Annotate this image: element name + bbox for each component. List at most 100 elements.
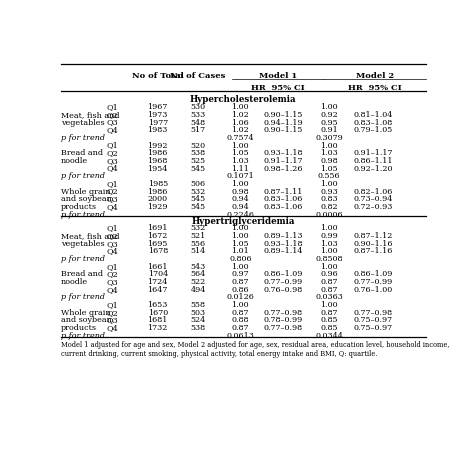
- Text: Bread and: Bread and: [61, 150, 103, 157]
- Text: 1672: 1672: [147, 232, 168, 240]
- Text: 538: 538: [191, 150, 206, 157]
- Text: 0.98: 0.98: [320, 157, 338, 165]
- Text: 0.92–1.20: 0.92–1.20: [353, 165, 392, 173]
- Text: Q3: Q3: [107, 240, 118, 248]
- Text: 0.94: 0.94: [231, 195, 249, 203]
- Text: 1.06: 1.06: [231, 119, 249, 127]
- Text: 1.00: 1.00: [320, 180, 338, 188]
- Text: Q2: Q2: [107, 150, 118, 157]
- Text: 0.78–0.99: 0.78–0.99: [263, 316, 302, 325]
- Text: 0.98–1.26: 0.98–1.26: [263, 165, 302, 173]
- Text: 0.82: 0.82: [320, 203, 338, 211]
- Text: Bread and: Bread and: [61, 270, 103, 278]
- Text: 0.98: 0.98: [231, 188, 249, 196]
- Text: Q1: Q1: [107, 142, 118, 150]
- Text: 1.00: 1.00: [231, 225, 249, 232]
- Text: 503: 503: [191, 309, 206, 317]
- Text: 0.89–1.13: 0.89–1.13: [263, 232, 302, 240]
- Text: products: products: [61, 324, 97, 332]
- Text: 1.00: 1.00: [320, 263, 338, 271]
- Text: 1968: 1968: [147, 157, 168, 165]
- Text: 0.0344: 0.0344: [315, 332, 343, 340]
- Text: 1.00: 1.00: [320, 103, 338, 111]
- Text: 0.7574: 0.7574: [227, 134, 254, 142]
- Text: Q3: Q3: [107, 157, 118, 165]
- Text: 0.87: 0.87: [232, 309, 249, 317]
- Text: noodle: noodle: [61, 278, 88, 286]
- Text: 1.01: 1.01: [231, 247, 249, 256]
- Text: 558: 558: [191, 301, 206, 309]
- Text: p for trend: p for trend: [61, 332, 105, 340]
- Text: 0.94–1.19: 0.94–1.19: [263, 119, 303, 127]
- Text: 0.88: 0.88: [232, 316, 249, 325]
- Text: Meat, fish and: Meat, fish and: [61, 232, 119, 240]
- Text: 0.77–0.99: 0.77–0.99: [353, 278, 392, 286]
- Text: 1.00: 1.00: [320, 142, 338, 150]
- Text: Q1: Q1: [107, 225, 118, 232]
- Text: No of Cases: No of Cases: [171, 72, 226, 80]
- Text: 0.0006: 0.0006: [315, 211, 343, 219]
- Text: 545: 545: [191, 195, 206, 203]
- Text: 0.89–1.14: 0.89–1.14: [263, 247, 302, 256]
- Text: 1929: 1929: [147, 203, 168, 211]
- Text: p for trend: p for trend: [61, 211, 105, 219]
- Text: Q3: Q3: [107, 119, 118, 127]
- Text: 0.93–1.18: 0.93–1.18: [263, 240, 302, 248]
- Text: 0.87–1.11: 0.87–1.11: [263, 188, 302, 196]
- Text: 530: 530: [191, 103, 206, 111]
- Text: Model 1: Model 1: [259, 72, 297, 80]
- Text: 0.91–1.17: 0.91–1.17: [263, 157, 302, 165]
- Text: 0.85: 0.85: [320, 324, 338, 332]
- Text: 1681: 1681: [147, 316, 168, 325]
- Text: 0.76–0.98: 0.76–0.98: [263, 286, 302, 294]
- Text: 0.81–1.04: 0.81–1.04: [353, 111, 392, 119]
- Text: 1704: 1704: [147, 270, 168, 278]
- Text: 0.86–1.09: 0.86–1.09: [263, 270, 302, 278]
- Text: 0.90–1.15: 0.90–1.15: [263, 111, 302, 119]
- Text: 0.72–0.93: 0.72–0.93: [353, 203, 392, 211]
- Text: 0.79–1.05: 0.79–1.05: [353, 126, 392, 134]
- Text: 0.2246: 0.2246: [227, 211, 255, 219]
- Text: 1653: 1653: [147, 301, 168, 309]
- Text: 2000: 2000: [147, 195, 168, 203]
- Text: 1724: 1724: [147, 278, 168, 286]
- Text: 1.00: 1.00: [231, 180, 249, 188]
- Text: 494: 494: [191, 286, 206, 294]
- Text: 0.91: 0.91: [320, 126, 338, 134]
- Text: p for trend: p for trend: [61, 134, 105, 142]
- Text: 1.03: 1.03: [320, 150, 338, 157]
- Text: p for trend: p for trend: [61, 294, 105, 301]
- Text: 0.83–1.06: 0.83–1.06: [263, 195, 302, 203]
- Text: 532: 532: [191, 188, 206, 196]
- Text: Model 2: Model 2: [356, 72, 394, 80]
- Text: 0.85: 0.85: [320, 316, 338, 325]
- Text: 1986: 1986: [147, 150, 168, 157]
- Text: Q4: Q4: [107, 247, 118, 256]
- Text: 0.87: 0.87: [320, 286, 338, 294]
- Text: 0.3079: 0.3079: [315, 134, 343, 142]
- Text: Meat, fish and: Meat, fish and: [61, 111, 119, 119]
- Text: Q2: Q2: [107, 111, 118, 119]
- Text: 0.95: 0.95: [320, 119, 338, 127]
- Text: 0.87–1.16: 0.87–1.16: [353, 247, 392, 256]
- Text: 0.87: 0.87: [320, 309, 338, 317]
- Text: 0.93: 0.93: [320, 188, 338, 196]
- Text: Q3: Q3: [107, 278, 118, 286]
- Text: 1.05: 1.05: [320, 165, 338, 173]
- Text: p for trend: p for trend: [61, 255, 105, 263]
- Text: 1983: 1983: [147, 126, 168, 134]
- Text: 0.75–0.97: 0.75–0.97: [353, 316, 392, 325]
- Text: 1.02: 1.02: [231, 126, 249, 134]
- Text: 1.03: 1.03: [231, 157, 249, 165]
- Text: 533: 533: [191, 111, 206, 119]
- Text: 0.94: 0.94: [231, 203, 249, 211]
- Text: 0.87: 0.87: [232, 278, 249, 286]
- Text: 0.75–0.97: 0.75–0.97: [353, 324, 392, 332]
- Text: 0.77–0.98: 0.77–0.98: [263, 309, 302, 317]
- Text: Q2: Q2: [107, 232, 118, 240]
- Text: 1678: 1678: [147, 247, 168, 256]
- Text: 0.96: 0.96: [320, 270, 338, 278]
- Text: 0.0126: 0.0126: [227, 294, 254, 301]
- Text: 0.8508: 0.8508: [316, 255, 343, 263]
- Text: 0.93–1.18: 0.93–1.18: [263, 150, 302, 157]
